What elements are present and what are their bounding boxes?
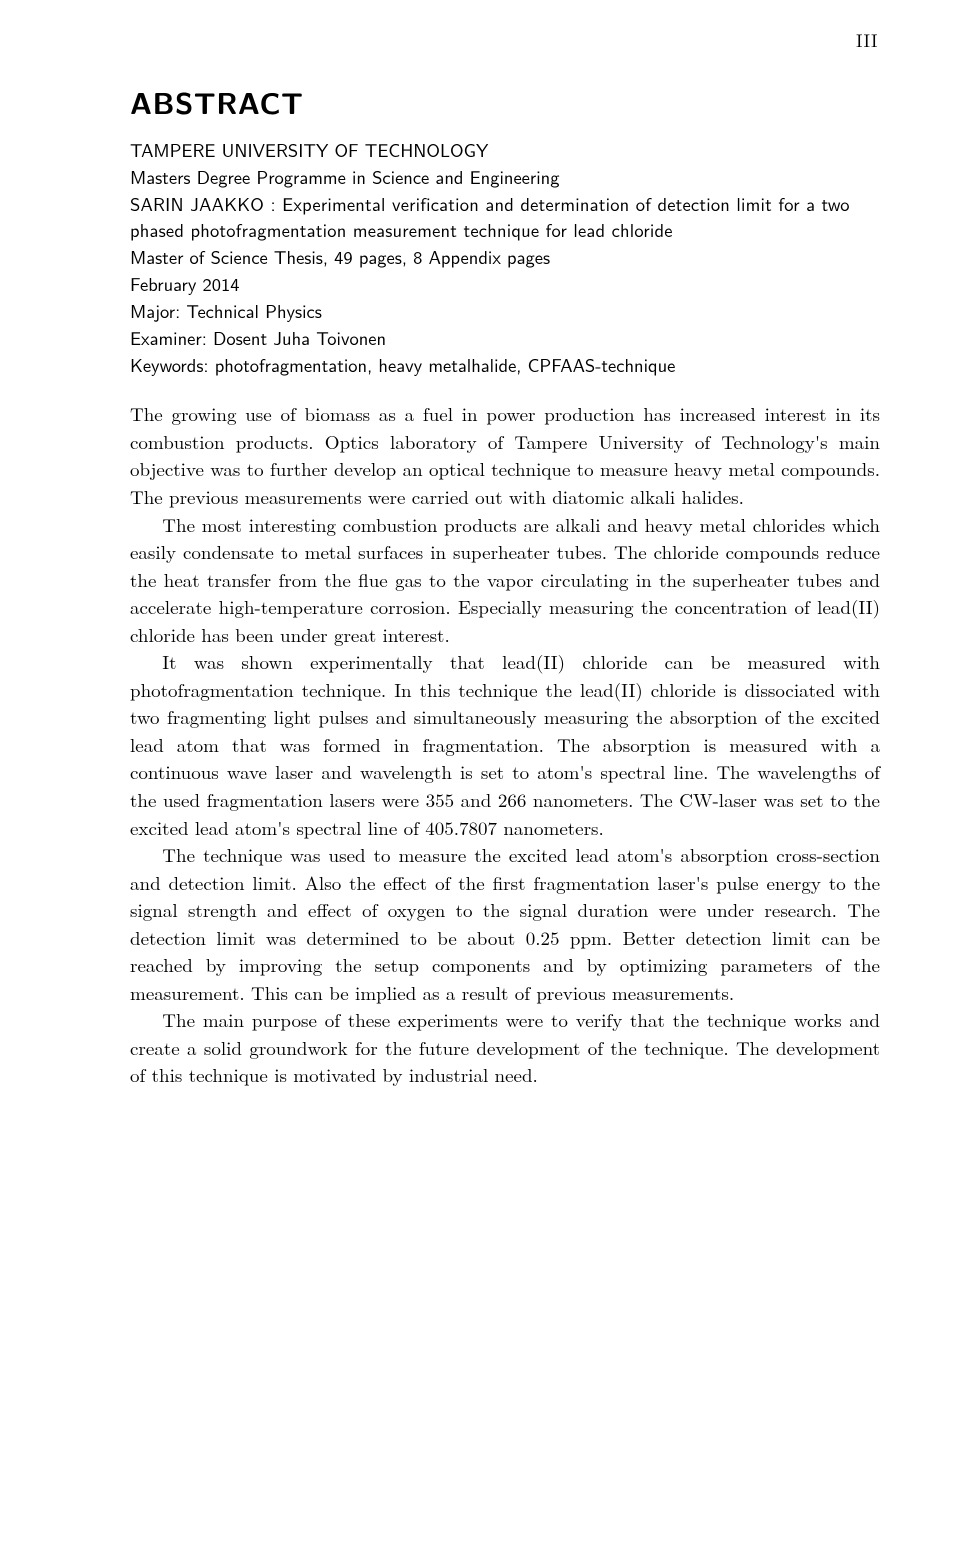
major-line: Major: Technical Physics [130,298,880,325]
date-line: February 2014 [130,271,880,298]
keywords-line: Keywords: photofragmentation, heavy meta… [130,352,880,379]
abstract-body: The growing use of biomass as a fuel in … [130,400,880,1089]
page-number: III [856,28,878,53]
thesis-metadata: TAMPERE UNIVERSITY OF TECHNOLOGY Masters… [130,137,880,378]
abstract-paragraph: The growing use of biomass as a fuel in … [130,400,880,510]
programme-line: Masters Degree Programme in Science and … [130,164,880,191]
abstract-paragraph: The technique was used to measure the ex… [130,841,880,1006]
abstract-heading: ABSTRACT [130,80,880,123]
page: III ABSTRACT TAMPERE UNIVERSITY OF TECHN… [0,0,960,1557]
abstract-paragraph: The main purpose of these experiments we… [130,1006,880,1089]
abstract-paragraph: The most interesting combustion products… [130,511,880,649]
author-title-line: SARIN JAAKKO : Experimental verification… [130,191,880,245]
abstract-paragraph: It was shown experimentally that lead(II… [130,648,880,841]
university-line: TAMPERE UNIVERSITY OF TECHNOLOGY [130,137,880,164]
thesis-line: Master of Science Thesis, 49 pages, 8 Ap… [130,244,880,271]
examiner-line: Examiner: Dosent Juha Toivonen [130,325,880,352]
